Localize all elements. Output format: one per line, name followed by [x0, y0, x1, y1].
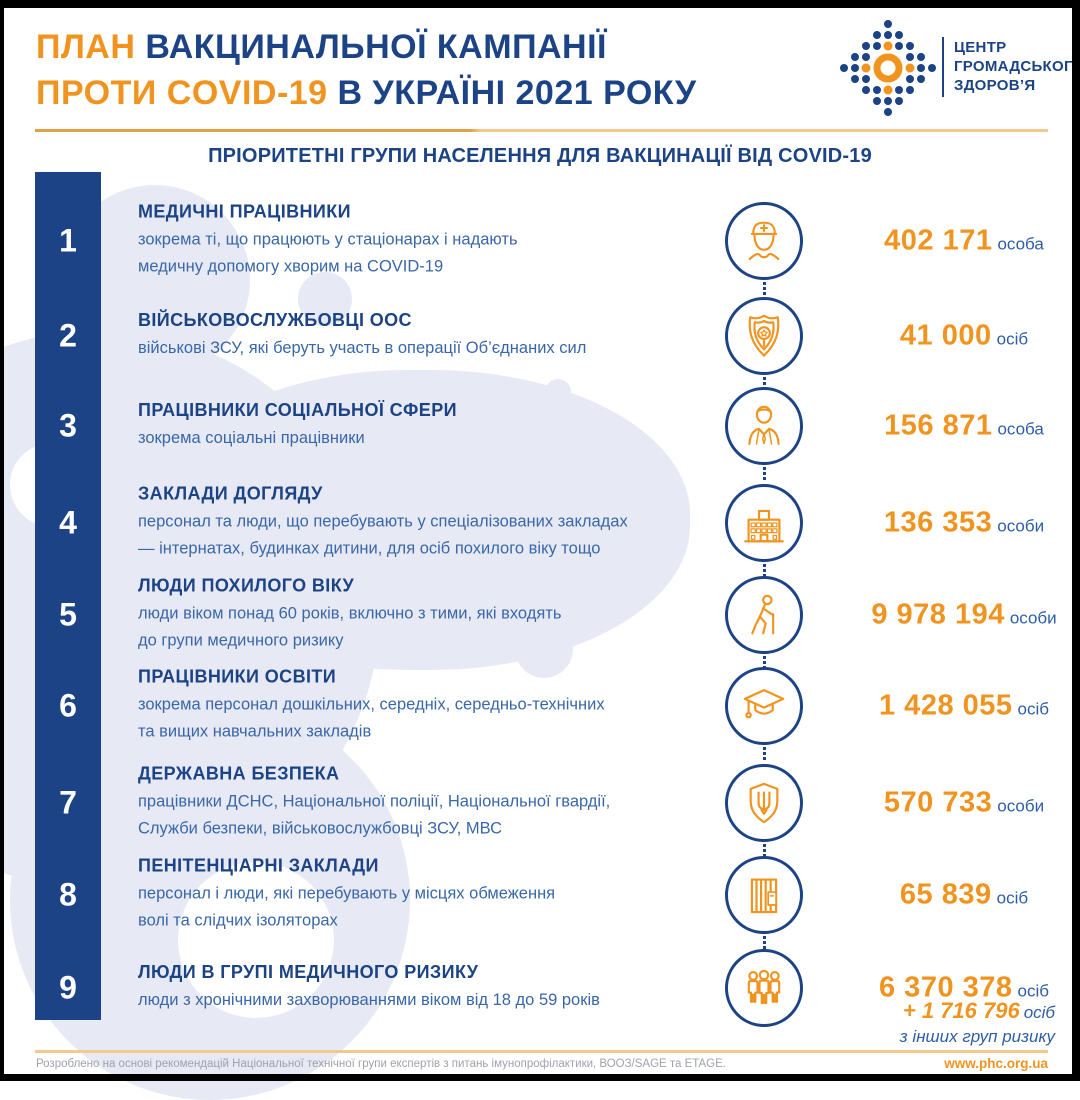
virus-watermark-cutout2 — [178, 862, 334, 1018]
title-plan: ПЛАН — [36, 28, 136, 66]
dotted-connector — [763, 656, 766, 669]
row-number: 2 — [59, 317, 77, 354]
group-title: ПРАЦІВНИКИ ОСВІТИ — [138, 666, 337, 687]
dotted-connector — [763, 747, 766, 760]
virus-watermark-spike4 — [515, 620, 573, 678]
row-text: ВІЙСЬКОВОСЛУЖБОВЦІ ООС військові ЗСУ, як… — [138, 310, 738, 362]
footer-divider — [35, 1050, 1048, 1053]
graduation-cap-icon — [725, 667, 803, 745]
row-text: ЛЮДИ ПОХИЛОГО ВІКУ люди віком понад 60 р… — [138, 576, 738, 655]
military-badge-icon — [725, 297, 803, 375]
row-text: ПЕНІТЕНЦІАРНІ ЗАКЛАДИ персонал і люди, я… — [138, 856, 738, 935]
group-title: ПРАЦІВНИКИ СОЦІАЛЬНОЇ СФЕРИ — [138, 400, 457, 420]
trident-shield-icon — [725, 764, 803, 842]
group-title: ЗАКЛАДИ ДОГЛЯДУ — [138, 483, 323, 504]
group-count: 9 978 194 особи — [871, 598, 1057, 631]
group-title: МЕДИЧНІ ПРАЦІВНИКИ — [138, 201, 351, 222]
row-number: 9 — [59, 969, 77, 1006]
extra-count: + 1 716 796 — [902, 998, 1020, 1023]
group-description: люди з хронічними захворюваннями віком в… — [138, 991, 600, 1009]
social-worker-icon — [725, 387, 803, 465]
group-count: 65 839 осіб — [899, 878, 1029, 911]
group-description: зокрема персонал дошкільних, середніх, с… — [138, 695, 605, 741]
row-text: ЗАКЛАДИ ДОГЛЯДУ персонал та люди, що пер… — [138, 484, 738, 563]
people-group-icon — [725, 949, 803, 1027]
virus-watermark-spike2 — [545, 379, 571, 405]
dotted-connector — [763, 844, 766, 857]
phc-logo: ЦЕНТР ГРОМАДСЬКОГО ЗДОРОВ’Я — [838, 20, 1080, 116]
group-description: персонал і люди, які перебувають у місця… — [138, 884, 556, 930]
extra-risk-note: + 1 716 796 осіб з інших груп ризику — [899, 998, 1055, 1046]
virus-watermark-spike — [298, 272, 352, 326]
extra-note-text: з інших груп ризику — [899, 1027, 1055, 1046]
group-count: 41 000 осіб — [899, 319, 1029, 352]
group-description: люди віком понад 60 років, включно з тим… — [138, 604, 562, 650]
row-text: ПРАЦІВНИКИ ОСВІТИ зокрема персонал дошкі… — [138, 667, 738, 746]
group-count: 6 370 378 осіб — [879, 971, 1049, 1004]
header-divider — [35, 129, 1048, 132]
elderly-person-icon — [725, 576, 803, 654]
row-number: 7 — [59, 784, 77, 821]
dotted-connector — [763, 467, 766, 480]
group-count: 136 353 особи — [883, 506, 1045, 539]
group-title: ПЕНІТЕНЦІАРНІ ЗАКЛАДИ — [138, 855, 379, 876]
dotted-connector — [763, 377, 766, 390]
group-count: 570 733 особи — [883, 786, 1045, 819]
group-count: 1 428 055 осіб — [879, 689, 1049, 722]
care-facility-icon — [725, 484, 803, 562]
title-covid: ПРОТИ COVID-19 — [36, 74, 328, 112]
row-text: ДЕРЖАВНА БЕЗПЕКА працівники ДСНС, Націон… — [138, 764, 738, 843]
group-description: зокрема соціальні працівники — [138, 429, 365, 447]
group-title: ВІЙСЬКОВОСЛУЖБОВЦІ ООС — [138, 310, 412, 330]
virus-watermark-spike3 — [604, 531, 630, 557]
row-number: 1 — [59, 222, 77, 259]
virus-watermark-blob2 — [150, 370, 690, 670]
logo-text: ЦЕНТР ГРОМАДСЬКОГО ЗДОРОВ’Я — [954, 39, 1080, 94]
group-count: 402 171 особа — [884, 224, 1044, 257]
group-description: персонал та люди, що перебувають у спеці… — [138, 512, 628, 558]
page-title: ПЛАН ВАКЦИНАЛЬНОЇ КАМПАНІЇ ПРОТИ COVID-1… — [36, 28, 697, 112]
dotted-connector — [763, 282, 766, 295]
row-number: 6 — [59, 687, 77, 724]
row-number: 3 — [59, 407, 77, 444]
group-description: працівники ДСНС, Національної поліції, Н… — [138, 792, 611, 838]
group-title: ЛЮДИ ПОХИЛОГО ВІКУ — [138, 575, 355, 596]
priority-number-bar — [35, 172, 101, 1020]
group-title: ДЕРЖАВНА БЕЗПЕКА — [138, 763, 340, 784]
group-title: ЛЮДИ В ГРУПІ МЕДИЧНОГО РИЗИКУ — [138, 962, 479, 982]
subtitle: ПРІОРИТЕТНІ ГРУПИ НАСЕЛЕННЯ ДЛЯ ВАКЦИНАЦ… — [208, 145, 872, 167]
footer-website-link[interactable]: www.phc.org.ua — [944, 1056, 1048, 1071]
row-number: 8 — [59, 876, 77, 913]
group-count: 156 871 особа — [884, 409, 1044, 442]
row-text: ЛЮДИ В ГРУПІ МЕДИЧНОГО РИЗИКУ люди з хро… — [138, 962, 738, 1014]
prison-bars-icon — [725, 856, 803, 934]
phc-logo-dots-icon — [840, 20, 936, 116]
footer-credit: Розроблено на основі рекомендацій Націон… — [36, 1058, 726, 1070]
logo-separator — [942, 37, 944, 97]
group-description: зокрема ті, що працюють у стаціонарах і … — [138, 230, 518, 276]
dotted-connector — [763, 564, 766, 577]
row-text: МЕДИЧНІ ПРАЦІВНИКИ зокрема ті, що працюю… — [138, 202, 738, 281]
row-number: 5 — [59, 596, 77, 633]
dotted-connector — [763, 936, 766, 949]
group-description: військові ЗСУ, які беруть участь в опера… — [138, 339, 587, 357]
row-number: 4 — [59, 504, 77, 541]
medic-icon — [725, 202, 803, 280]
row-text: ПРАЦІВНИКИ СОЦІАЛЬНОЇ СФЕРИ зокрема соці… — [138, 400, 738, 452]
